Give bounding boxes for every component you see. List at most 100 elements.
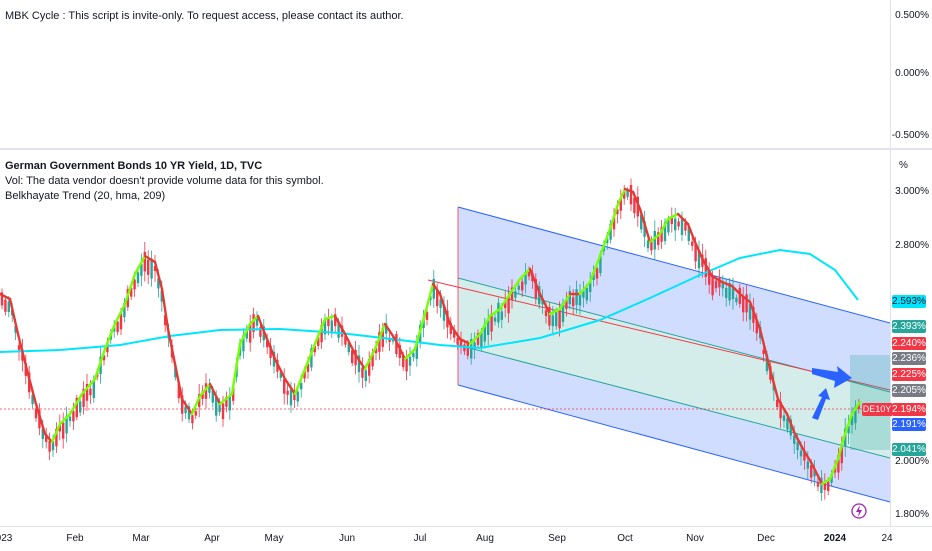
candle-body	[538, 286, 541, 305]
trend-line-segment	[373, 322, 387, 351]
percent-scale-label[interactable]: %	[899, 160, 908, 171]
candle-body	[646, 240, 650, 249]
candle-body	[561, 303, 565, 322]
candle-body	[245, 328, 248, 339]
candle-body	[830, 473, 833, 483]
candle-body	[252, 314, 255, 333]
lightning-icon	[851, 503, 867, 519]
candle-body	[789, 419, 792, 436]
candle-body	[150, 258, 153, 279]
trend-line-segment	[498, 292, 512, 311]
candle-body	[255, 316, 259, 326]
candle-body	[45, 434, 48, 442]
trend-line-segment	[403, 347, 417, 361]
candle-body	[619, 198, 622, 211]
channel-upper-band	[458, 207, 890, 392]
candle-body	[629, 184, 633, 205]
candle-body	[388, 337, 391, 342]
candle-body	[480, 332, 483, 348]
candle-body	[402, 355, 405, 368]
trend-line-segment	[666, 212, 680, 221]
candle-body	[487, 318, 490, 336]
trend-line-segment	[631, 190, 642, 211]
trend-line-segment	[758, 327, 772, 371]
target-box	[850, 355, 890, 450]
candle-body	[221, 403, 225, 420]
trend-line-segment	[218, 392, 234, 406]
candle-body	[208, 384, 211, 393]
candle-body	[731, 288, 735, 300]
trend-line-segment	[478, 314, 492, 336]
candle-body	[147, 259, 150, 275]
candle-body	[806, 461, 809, 469]
candle-body	[55, 428, 58, 447]
candle-body	[544, 310, 548, 317]
indicator-pane[interactable]: MBK Cycle : This script is invite-only. …	[0, 0, 890, 148]
candle-body	[249, 323, 252, 343]
candle-body	[810, 465, 813, 478]
trend-line-segment	[80, 377, 97, 396]
time-tick: 24	[881, 533, 893, 544]
trend-line-segment	[123, 272, 137, 306]
candle-body	[837, 454, 840, 473]
candle-body	[204, 383, 208, 399]
candle-body	[449, 322, 452, 334]
candle-body	[323, 319, 327, 335]
candle-body	[643, 221, 646, 237]
candle-body	[317, 336, 320, 346]
time-tick: 023	[0, 533, 13, 544]
candle-body	[521, 281, 524, 291]
candle-body	[507, 295, 510, 314]
indicator-legend[interactable]: Belkhayate Trend (20, hma, 209)	[5, 190, 166, 202]
candle-body	[823, 483, 826, 490]
time-tick: 2024	[823, 533, 847, 544]
main-price-scale[interactable]: 3.000% 2.800% 2.000% 1.800%	[890, 150, 932, 526]
candle-body	[721, 283, 724, 289]
candle-body	[269, 345, 272, 358]
symbol-title[interactable]: German Government Bonds 10 YR Yield, 1D,…	[5, 160, 263, 172]
candle-body	[266, 340, 269, 348]
indicator-price-scale[interactable]: 0.500% 0.000% -0.500%	[890, 0, 932, 148]
candle-body	[459, 340, 463, 346]
price-tag: 2.041%	[892, 443, 926, 456]
pane-divider[interactable]	[0, 148, 932, 150]
candle-body	[439, 299, 442, 309]
trend-line-segment	[256, 314, 267, 336]
mbk-legend: MBK Cycle : This script is invite-only. …	[5, 10, 404, 22]
candle-body	[473, 342, 476, 349]
candle-body	[725, 288, 728, 298]
trend-line-segment	[0, 292, 12, 301]
time-tick: Apr	[204, 533, 220, 544]
channel-top-line	[457, 206, 890, 324]
trend-line-segment	[160, 287, 170, 331]
trend-line-segment	[190, 394, 202, 416]
trend-line-segment	[343, 332, 357, 356]
trend-line-segment	[785, 412, 797, 436]
trend-line-segment	[616, 187, 627, 206]
candle-body	[677, 221, 680, 227]
candle-body	[606, 238, 609, 244]
candle-body	[68, 416, 72, 422]
candle-body	[412, 353, 415, 358]
price-tag: 2.240%	[892, 337, 926, 350]
trend-line-segment	[638, 207, 652, 244]
candle-body	[463, 344, 466, 352]
candle-body	[184, 406, 187, 414]
time-axis[interactable]: 023 Feb Mar Apr May Jun Jul Aug Sep Oct …	[0, 526, 932, 551]
trend-line-segment	[776, 397, 789, 416]
candle-body	[371, 352, 374, 367]
trend-line-segment	[658, 217, 670, 236]
main-chart-pane[interactable]: German Government Bonds 10 YR Yield, 1D,…	[0, 150, 890, 526]
candle-body	[378, 332, 381, 352]
time-tick: Dec	[757, 533, 775, 544]
trend-line-segment	[738, 292, 752, 304]
candle-body	[599, 254, 602, 274]
trend-line-segment	[598, 227, 612, 258]
candle-body	[803, 450, 806, 461]
scale-tick: -0.500%	[891, 130, 929, 141]
candle-body	[490, 313, 493, 332]
candle-body	[140, 263, 143, 276]
candle-body	[119, 313, 123, 330]
candle-body	[558, 309, 561, 329]
trend-line-segment	[173, 362, 184, 401]
